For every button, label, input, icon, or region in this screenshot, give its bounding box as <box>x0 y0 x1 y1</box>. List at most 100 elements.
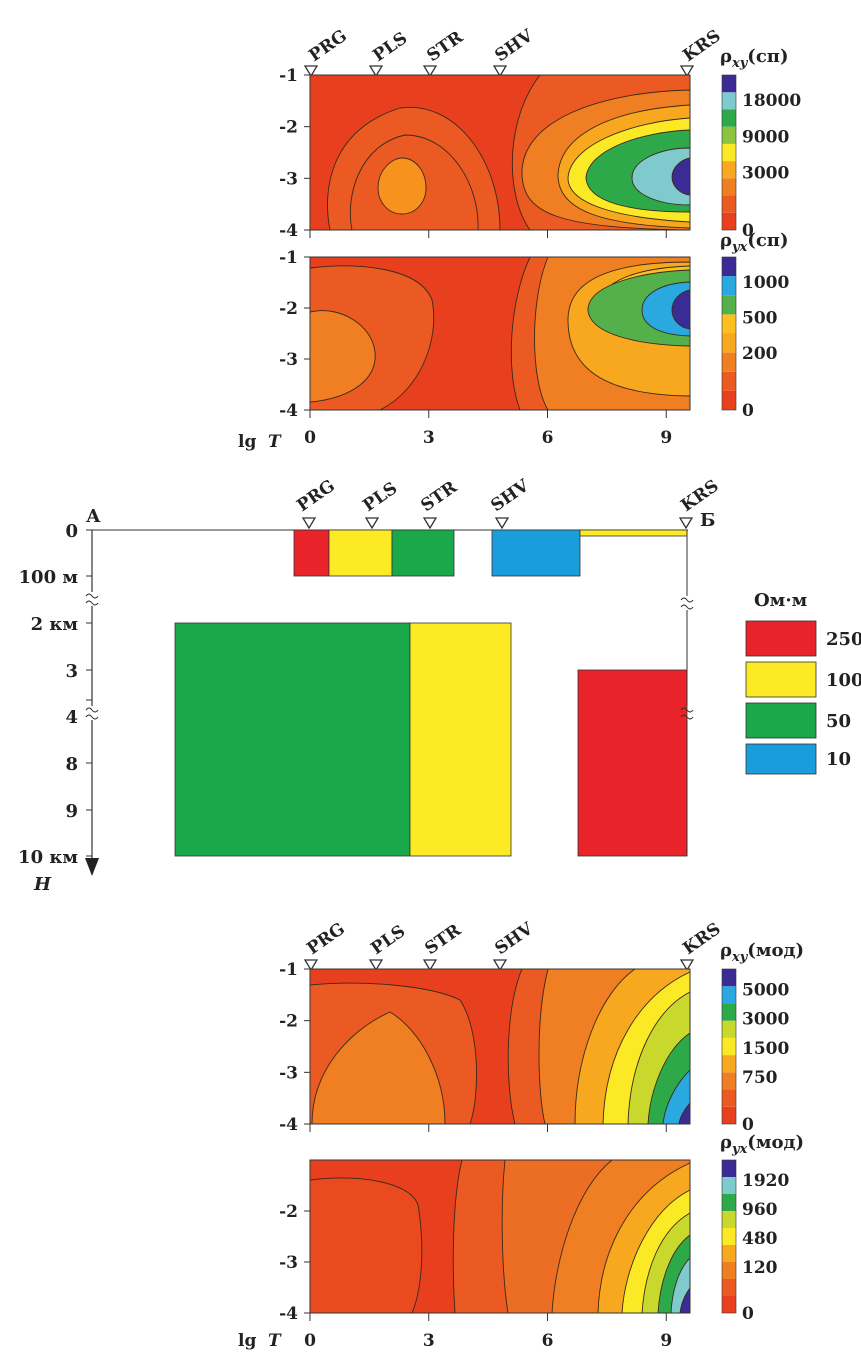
depth-tick: 100 м <box>19 567 79 588</box>
break-icon <box>85 707 99 720</box>
colorbar-segment <box>722 212 736 230</box>
colorbar-tick-label: 1920 <box>742 1171 789 1191</box>
legend-swatch <box>745 661 817 698</box>
y-tick-label: -2 <box>279 1012 298 1032</box>
x-tick-label: 0 <box>304 428 316 448</box>
colorbar-tick-label: 120 <box>742 1258 778 1278</box>
colorbar-tick-label: 0 <box>742 1304 754 1324</box>
x-tick-label: 0 <box>304 1331 316 1351</box>
deep-block-50 <box>174 622 411 857</box>
colorbar-tick-label: 5000 <box>742 980 789 1000</box>
contour-region <box>679 1287 690 1313</box>
y-tick-label: -1 <box>279 66 298 86</box>
plot-frame <box>309 1159 691 1314</box>
y-tick-label: -3 <box>279 1063 298 1083</box>
legend-value: 10 <box>826 749 851 770</box>
colorbar-segment <box>722 969 736 987</box>
y-tick-label: -4 <box>279 401 298 421</box>
legend-title: Ом·м <box>754 590 808 611</box>
depth-tick: 3 <box>65 661 78 682</box>
y-tick-label: -1 <box>279 960 298 980</box>
station-label: PLS <box>359 478 401 516</box>
y-tick-label: -3 <box>279 169 298 189</box>
station-triangle-icon <box>368 65 384 78</box>
contour-fill-1 <box>310 75 690 230</box>
colorbar-segment <box>722 1037 736 1056</box>
station-label: STR <box>423 27 467 66</box>
colorbar-tick-label: 3000 <box>742 1010 789 1030</box>
x-tick-label: 3 <box>423 1331 435 1351</box>
station-markers-1: PRG PLS STR SHV KRS <box>303 25 725 78</box>
colorbar-title: ρyx(мод) <box>720 1132 804 1157</box>
depth-tick: 4 <box>65 707 78 728</box>
break-icon <box>680 707 694 720</box>
block-10 <box>491 529 581 577</box>
y-tick-label: -3 <box>279 350 298 370</box>
profile-end-label: Б <box>700 510 715 531</box>
depth-tick: 2 км <box>31 614 79 635</box>
y-tick-label: -4 <box>279 1304 298 1324</box>
station-triangle-icon <box>303 959 319 972</box>
x-axis-label-t: T <box>268 432 282 452</box>
colorbar-segment <box>722 109 736 127</box>
contour-region <box>678 1102 690 1124</box>
contour-region <box>662 1069 690 1124</box>
station-label: PRG <box>303 919 348 959</box>
y-tick-label: -4 <box>279 221 298 241</box>
colorbar-tick-label: 18000 <box>742 91 801 111</box>
geoelectric-section: PRG PLS STR SHV KRS А Б <box>18 475 861 895</box>
colorbar-title: ρxy(мод) <box>720 940 804 965</box>
colorbar-tick-label: 0 <box>742 221 754 241</box>
station-label: KRS <box>679 26 724 66</box>
colorbar-segment <box>722 1106 736 1124</box>
colorbar-segment <box>722 1279 736 1296</box>
legend-swatch <box>745 702 817 739</box>
station-label: KRS <box>679 919 724 959</box>
station-triangle-icon <box>422 65 438 78</box>
colorbar-segment <box>722 1245 736 1262</box>
contour-region <box>310 310 376 403</box>
colorbar-segment <box>722 1072 736 1090</box>
colorbar-segment <box>722 295 736 315</box>
station-label: SHV <box>487 475 533 516</box>
profile-start-label: А <box>86 506 101 527</box>
station-triangle-icon <box>368 959 384 972</box>
colorbar-segment <box>722 75 736 93</box>
station-triangle-icon <box>422 517 438 530</box>
colorbar-segment <box>722 1177 736 1194</box>
station-triangle-icon <box>679 65 695 78</box>
station-triangle-icon <box>679 959 695 972</box>
legend-swatch <box>745 620 817 657</box>
depth-axis-label: H <box>33 874 52 895</box>
depth-tick: 9 <box>65 801 78 822</box>
colorbar-segment <box>722 1055 736 1073</box>
contour-region <box>311 1011 446 1124</box>
plot-frame <box>309 256 691 411</box>
colorbar-tick-label: 0 <box>742 1115 754 1135</box>
x-tick-label: 6 <box>542 1331 554 1351</box>
contour-region <box>671 157 690 196</box>
colorbar-segment <box>722 1211 736 1228</box>
colorbar-segment <box>722 1262 736 1279</box>
block-100 <box>328 529 393 577</box>
x-tick-label: 9 <box>660 1331 672 1351</box>
colorbar-segment <box>722 1089 736 1107</box>
station-triangle-icon <box>301 517 317 530</box>
y-tick-label: -4 <box>279 1115 298 1135</box>
plot-frame <box>309 968 691 1125</box>
break-icon <box>85 593 99 606</box>
contour-region <box>377 157 427 215</box>
colorbar-segment <box>722 352 736 372</box>
legend-value: 250 <box>826 629 861 650</box>
y-tick-label: -3 <box>279 1253 298 1273</box>
station-label: SHV <box>491 918 537 959</box>
colorbar-tick-label: 960 <box>742 1200 778 1220</box>
colorbar-frame <box>721 968 737 1125</box>
legend-swatch <box>745 743 817 775</box>
colorbar-frame <box>721 1159 737 1314</box>
colorbar-tick-label: 200 <box>742 344 778 364</box>
colorbar-tick-label: 1500 <box>742 1039 789 1059</box>
station-label: PRG <box>293 476 338 516</box>
colorbar-segment <box>722 195 736 213</box>
